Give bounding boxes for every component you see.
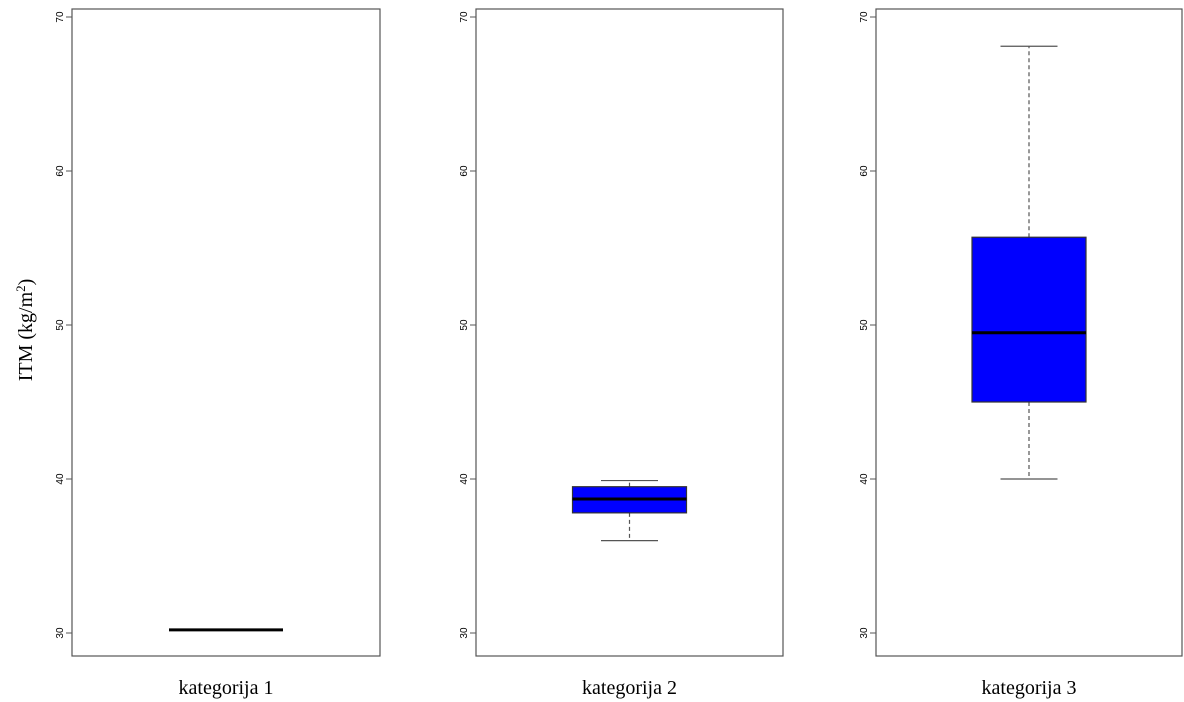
panel-2-frame bbox=[475, 8, 784, 657]
panel-3-box bbox=[971, 236, 1087, 403]
panel-2-ytick-label-70: 70 bbox=[459, 11, 470, 23]
panels-group: 30 40 50 60 70 kategorija 1 30 40 50 60 70 kategori… bbox=[55, 8, 1183, 699]
panel-3-ytick-label-50: 50 bbox=[859, 319, 870, 331]
panel-2-ytick-label-40: 40 bbox=[459, 473, 470, 485]
panel-3-frame bbox=[875, 8, 1183, 657]
panel-2: 30 40 50 60 70 kategorija 2 bbox=[459, 8, 784, 699]
panel-2-category-label: kategorija 2 bbox=[582, 677, 677, 699]
panel-1-ytick-label-50: 50 bbox=[55, 319, 66, 331]
panel-2-ytick-label-30: 30 bbox=[459, 627, 470, 639]
panel-2-ytick-label-50: 50 bbox=[459, 319, 470, 331]
y-axis-title: ITM (kg/m2) bbox=[13, 279, 37, 382]
panel-1-frame bbox=[71, 8, 381, 657]
panel-1-category-label: kategorija 1 bbox=[179, 677, 274, 699]
panel-3-ytick-label-60: 60 bbox=[859, 165, 870, 177]
panel-1-ytick-label-70: 70 bbox=[55, 11, 66, 23]
panel-2-ytick-label-60: 60 bbox=[459, 165, 470, 177]
panel-3-ytick-label-70: 70 bbox=[859, 11, 870, 23]
panel-3: 30 40 50 60 70 kategorija 3 bbox=[859, 8, 1183, 699]
panel-1-ytick-label-60: 60 bbox=[55, 165, 66, 177]
panel-1: 30 40 50 60 70 kategorija 1 bbox=[55, 8, 381, 699]
panel-3-category-label: kategorija 3 bbox=[982, 677, 1077, 699]
panel-1-ytick-label-30: 30 bbox=[55, 627, 66, 639]
panel-3-ytick-label-30: 30 bbox=[859, 627, 870, 639]
panel-1-ytick-label-40: 40 bbox=[55, 473, 66, 485]
panel-3-ytick-label-40: 40 bbox=[859, 473, 870, 485]
